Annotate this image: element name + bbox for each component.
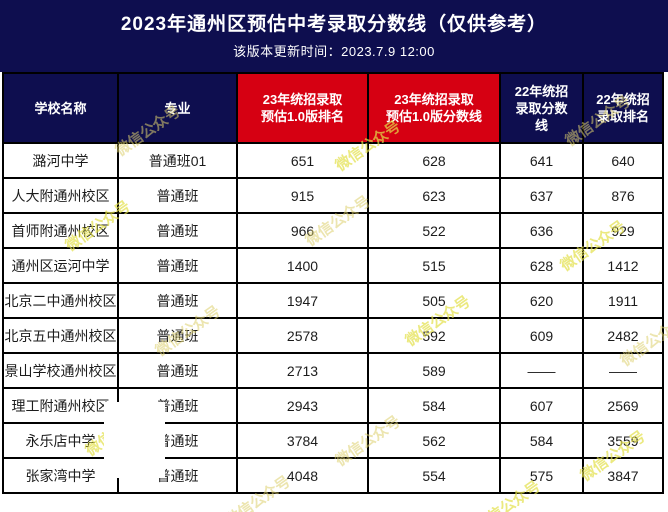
page-title: 2023年通州区预估中考录取分数线（仅供参考） [120,14,548,35]
cell-r7-c5: 2569 [582,387,664,424]
cell-r6-c2: 2713 [236,352,369,389]
cell-r1-c1: 普通班 [117,177,238,214]
table-row-0: 潞河中学 普通班01 651 628 641 640 [2,142,664,179]
header-cell-0: 学校名称 [2,72,119,144]
cell-r5-c0: 北京五中通州校区 [2,317,119,354]
table-row-6: 景山学校通州校区 普通班 2713 589 —— —— [2,352,664,389]
score-table: 学校名称 专业 23年统招录取 预估1.0版排名 23年统招录取 预估1.0版分数线 2… [2,72,664,494]
cell-r9-c2: 4048 [236,457,369,494]
header-row: 学校名称 专业 23年统招录取 预估1.0版排名 23年统招录取 预估1.0版分数线 2… [2,72,664,144]
cell-r9-c4: 575 [499,457,584,494]
cell-r3-c0: 通州区运河中学 [2,247,119,284]
cell-r7-c0: 理工附通州校区 [2,387,119,424]
cell-r9-c5: 3847 [582,457,664,494]
cell-r7-c2: 2943 [236,387,369,424]
cell-r0-c0: 潞河中学 [2,142,119,179]
header-cell-5: 22年统招 录取排名 [582,72,664,144]
cell-r6-c0: 景山学校通州校区 [2,352,119,389]
cell-r2-c5: 929 [582,212,664,249]
cell-r7-c3: 584 [367,387,501,424]
table-head: 学校名称 专业 23年统招录取 预估1.0版排名 23年统招录取 预估1.0版分数线 2… [2,72,664,144]
cell-r9-c0: 张家湾中学 [2,457,119,494]
table-row-2: 首师附通州校区 普通班 966 522 636 929 [2,212,664,249]
cell-r2-c3: 522 [367,212,501,249]
cell-r4-c2: 1947 [236,282,369,319]
table-row-3: 通州区运河中学 普通班 1400 515 628 1412 [2,247,664,284]
cell-r7-c4: 607 [499,387,584,424]
cell-r1-c2: 915 [236,177,369,214]
cell-r0-c2: 651 [236,142,369,179]
table-row-4: 北京二中通州校区 普通班 1947 505 620 1911 [2,282,664,319]
table-body: 潞河中学 普通班01 651 628 641 640 人大附通州校区 普通班 915 623 637… [2,142,664,494]
cell-r5-c5: 2482 [582,317,664,354]
cell-r0-c5: 640 [582,142,664,179]
table-row-5: 北京五中通州校区 普通班 2578 592 609 2482 [2,317,664,354]
cell-r5-c2: 2578 [236,317,369,354]
header-cell-3: 23年统招录取 预估1.0版分数线 [367,72,501,144]
cell-r8-c2: 3784 [236,422,369,459]
header-cell-1: 专业 [117,72,238,144]
cell-r9-c3: 554 [367,457,501,494]
cell-r0-c3: 628 [367,142,501,179]
cell-r5-c4: 609 [499,317,584,354]
cell-r0-c1: 普通班01 [117,142,238,179]
cell-r1-c5: 876 [582,177,664,214]
top-banner: 2023年通州区预估中考录取分数线（仅供参考） 该版本更新时间：2023.7.9… [0,0,668,72]
cell-r2-c1: 普通班 [117,212,238,249]
cell-r8-c5: 3559 [582,422,664,459]
cell-r4-c1: 普通班 [117,282,238,319]
cell-r1-c3: 623 [367,177,501,214]
cell-r3-c2: 1400 [236,247,369,284]
header-cell-4: 22年统招 录取分数 线 [499,72,584,144]
header-cell-2: 23年统招录取 预估1.0版排名 [236,72,369,144]
cell-r0-c4: 641 [499,142,584,179]
cell-r1-c0: 人大附通州校区 [2,177,119,214]
cell-r2-c0: 首师附通州校区 [2,212,119,249]
cell-r6-c5: —— [582,352,664,389]
cell-r8-c0: 永乐店中学 [2,422,119,459]
redaction-overlay [104,402,165,478]
cell-r2-c4: 636 [499,212,584,249]
cell-r4-c4: 620 [499,282,584,319]
cell-r6-c3: 589 [367,352,501,389]
cell-r5-c3: 592 [367,317,501,354]
update-time: 该版本更新时间：2023.7.9 12:00 [233,44,435,59]
cell-r8-c3: 562 [367,422,501,459]
cell-r3-c5: 1412 [582,247,664,284]
cell-r8-c4: 584 [499,422,584,459]
table-row-1: 人大附通州校区 普通班 915 623 637 876 [2,177,664,214]
table-row-8: 永乐店中学 普通班 3784 562 584 3559 [2,422,664,459]
cell-r3-c3: 515 [367,247,501,284]
table-row-9: 张家湾中学 普通班 4048 554 575 3847 [2,457,664,494]
cell-r2-c2: 966 [236,212,369,249]
cell-r4-c0: 北京二中通州校区 [2,282,119,319]
cell-r6-c1: 普通班 [117,352,238,389]
table-row-7: 理工附通州校区 普通班 2943 584 607 2569 [2,387,664,424]
cell-r6-c4: —— [499,352,584,389]
cell-r3-c1: 普通班 [117,247,238,284]
cell-r3-c4: 628 [499,247,584,284]
cell-r1-c4: 637 [499,177,584,214]
cell-r4-c5: 1911 [582,282,664,319]
cell-r4-c3: 505 [367,282,501,319]
cell-r5-c1: 普通班 [117,317,238,354]
